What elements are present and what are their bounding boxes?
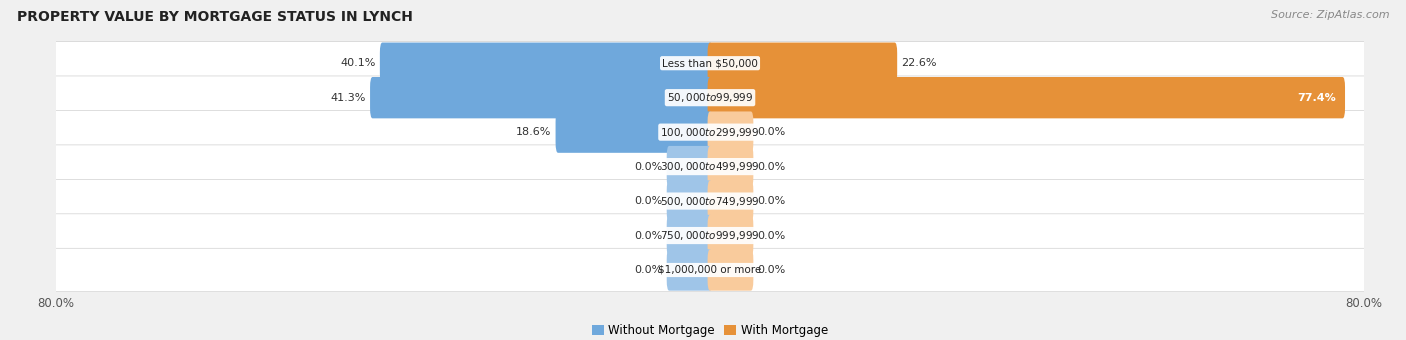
Text: Less than $50,000: Less than $50,000 (662, 58, 758, 68)
FancyBboxPatch shape (707, 112, 754, 153)
FancyBboxPatch shape (666, 215, 713, 256)
FancyBboxPatch shape (666, 249, 713, 291)
Text: $300,000 to $499,999: $300,000 to $499,999 (661, 160, 759, 173)
FancyBboxPatch shape (707, 77, 1346, 118)
Text: $50,000 to $99,999: $50,000 to $99,999 (666, 91, 754, 104)
FancyBboxPatch shape (46, 41, 1374, 85)
FancyBboxPatch shape (666, 181, 713, 222)
FancyBboxPatch shape (46, 180, 1374, 223)
FancyBboxPatch shape (707, 181, 754, 222)
Text: Source: ZipAtlas.com: Source: ZipAtlas.com (1271, 10, 1389, 20)
Text: 0.0%: 0.0% (758, 162, 786, 172)
Text: 22.6%: 22.6% (901, 58, 936, 68)
FancyBboxPatch shape (46, 145, 1374, 188)
Text: $100,000 to $299,999: $100,000 to $299,999 (661, 126, 759, 139)
FancyBboxPatch shape (666, 146, 713, 187)
FancyBboxPatch shape (555, 112, 713, 153)
Text: 0.0%: 0.0% (758, 265, 786, 275)
Text: 18.6%: 18.6% (516, 127, 551, 137)
FancyBboxPatch shape (46, 214, 1374, 257)
Text: 0.0%: 0.0% (634, 231, 662, 240)
FancyBboxPatch shape (46, 110, 1374, 154)
Text: PROPERTY VALUE BY MORTGAGE STATUS IN LYNCH: PROPERTY VALUE BY MORTGAGE STATUS IN LYN… (17, 10, 413, 24)
Text: 0.0%: 0.0% (634, 162, 662, 172)
Text: $1,000,000 or more: $1,000,000 or more (658, 265, 762, 275)
Text: 77.4%: 77.4% (1298, 93, 1336, 103)
FancyBboxPatch shape (707, 215, 754, 256)
FancyBboxPatch shape (380, 42, 713, 84)
FancyBboxPatch shape (46, 248, 1374, 292)
FancyBboxPatch shape (370, 77, 713, 118)
FancyBboxPatch shape (707, 146, 754, 187)
Text: 0.0%: 0.0% (758, 127, 786, 137)
FancyBboxPatch shape (707, 42, 897, 84)
Text: 41.3%: 41.3% (330, 93, 366, 103)
Text: 0.0%: 0.0% (634, 196, 662, 206)
Text: 0.0%: 0.0% (758, 231, 786, 240)
FancyBboxPatch shape (707, 249, 754, 291)
FancyBboxPatch shape (46, 76, 1374, 119)
Legend: Without Mortgage, With Mortgage: Without Mortgage, With Mortgage (588, 319, 832, 340)
Text: $500,000 to $749,999: $500,000 to $749,999 (661, 194, 759, 207)
Text: $750,000 to $999,999: $750,000 to $999,999 (661, 229, 759, 242)
Text: 0.0%: 0.0% (758, 196, 786, 206)
Text: 0.0%: 0.0% (634, 265, 662, 275)
Text: 40.1%: 40.1% (340, 58, 375, 68)
